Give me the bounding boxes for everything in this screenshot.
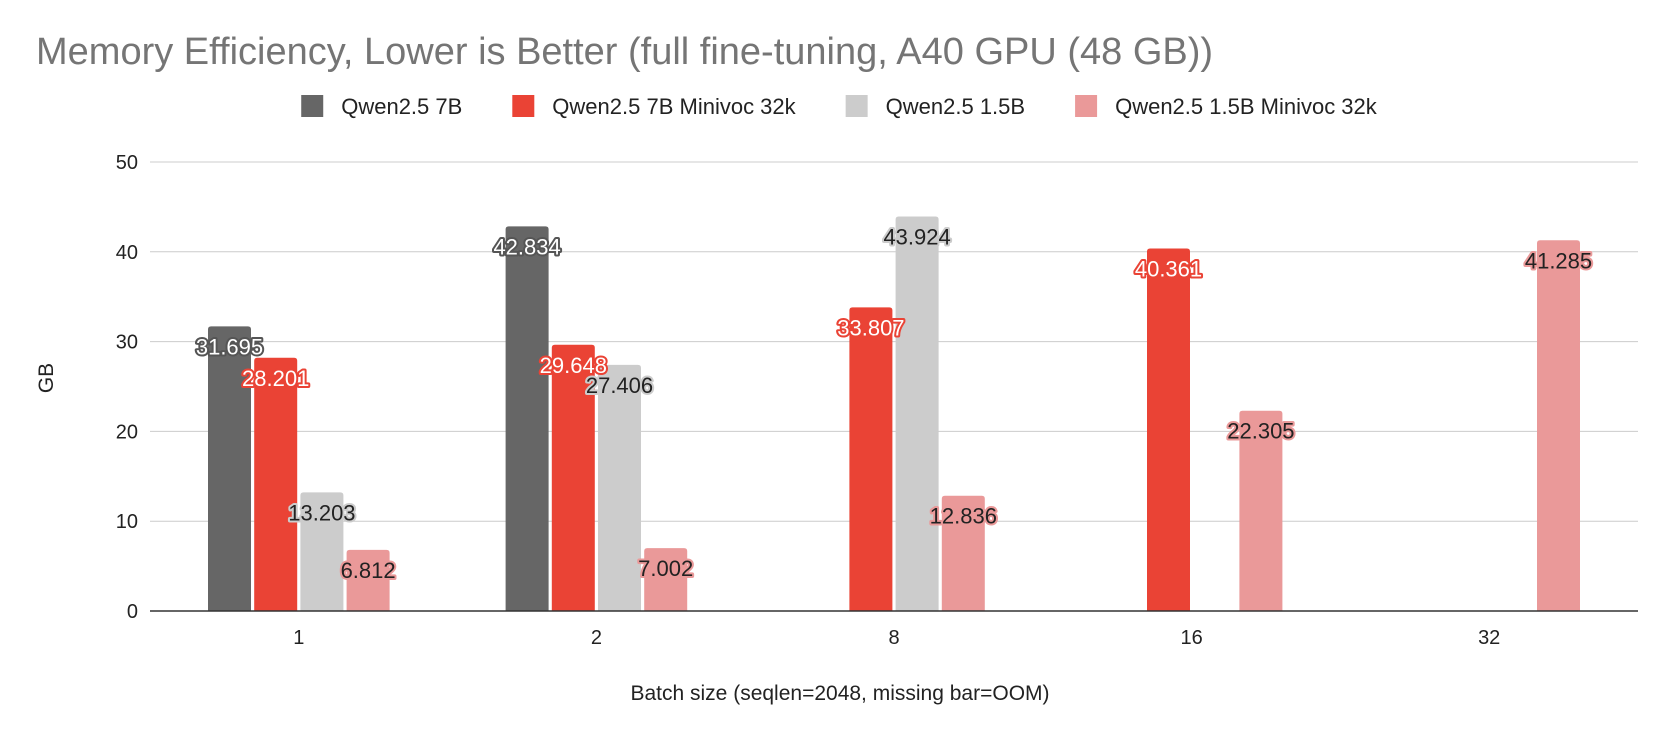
data-label: 27.406 <box>586 373 653 398</box>
bar <box>598 364 641 611</box>
y-axis-ticks: 0 10 20 30 40 50 <box>116 152 138 623</box>
data-label: 12.836 <box>930 504 997 529</box>
x-tick-label: 1 <box>293 627 304 649</box>
y-tick-label: 40 <box>116 242 138 264</box>
bar <box>895 216 939 611</box>
data-label: 33.807 <box>837 315 904 340</box>
data-label: 6.812 <box>341 558 396 583</box>
legend-item: Qwen2.5 1.5B <box>845 94 1025 119</box>
bar <box>254 357 298 611</box>
bar <box>644 548 688 611</box>
data-label: 42.834 <box>493 234 560 259</box>
bar <box>849 307 893 611</box>
legend-swatch <box>845 95 868 117</box>
bar <box>1537 240 1580 612</box>
bar <box>1239 410 1283 611</box>
bar <box>300 492 344 611</box>
legend-swatch <box>1075 95 1098 117</box>
x-tick-label: 16 <box>1180 627 1202 649</box>
legend-label: Qwen2.5 1.5B <box>886 94 1025 119</box>
data-labels: 31.695 28.201 13.203 6.812 42.834 29.64827.40… <box>194 223 1594 585</box>
y-tick-label: 50 <box>116 152 138 174</box>
x-tick-label: 8 <box>888 627 899 649</box>
data-label: 31.695 <box>196 334 263 359</box>
bars <box>208 216 1580 612</box>
y-tick-label: 20 <box>116 421 138 443</box>
data-label: 43.924 <box>883 225 950 250</box>
legend-item: Qwen2.5 7B <box>301 94 462 119</box>
data-label: 7.002 <box>638 556 693 581</box>
data-label: 13.203 <box>288 500 355 525</box>
legend-label: Qwen2.5 7B <box>341 94 462 119</box>
legend-label: Qwen2.5 1.5B Minivoc 32k <box>1115 94 1378 119</box>
y-tick-label: 30 <box>116 332 138 354</box>
data-label: 28.201 <box>242 366 309 391</box>
legend-item: Qwen2.5 7B Minivoc 32k <box>512 94 797 119</box>
bar <box>208 326 251 611</box>
y-tick-label: 0 <box>127 601 138 623</box>
y-axis-title: GB <box>35 363 58 393</box>
data-label: 29.648 <box>540 353 607 378</box>
legend-swatch <box>301 95 324 117</box>
bar <box>551 344 595 611</box>
y-tick-label: 10 <box>116 511 138 533</box>
bar <box>505 226 549 611</box>
data-label: 22.305 <box>1227 419 1294 444</box>
bar <box>1147 248 1190 611</box>
data-label: 40.361 <box>1135 257 1202 282</box>
x-tick-label: 32 <box>1478 627 1500 649</box>
x-axis-title: Batch size (seqlen=2048, missing bar=OOM… <box>630 682 1049 705</box>
x-tick-label: 2 <box>591 627 602 649</box>
bar <box>941 495 985 611</box>
legend-item: Qwen2.5 1.5B Minivoc 32k <box>1075 94 1378 119</box>
bar <box>346 549 390 611</box>
gridlines <box>150 161 1638 522</box>
x-axis-ticks: 1 2 8 16 32 <box>293 627 1500 649</box>
legend-swatch <box>512 95 535 117</box>
data-label: 41.285 <box>1525 248 1592 273</box>
legend-label: Qwen2.5 7B Minivoc 32k <box>552 94 796 119</box>
chart-title: Memory Efficiency, Lower is Better (full… <box>36 31 1213 73</box>
legend: Qwen2.5 7B Qwen2.5 7B Minivoc 32k Qwen2.5 … <box>301 94 1378 119</box>
